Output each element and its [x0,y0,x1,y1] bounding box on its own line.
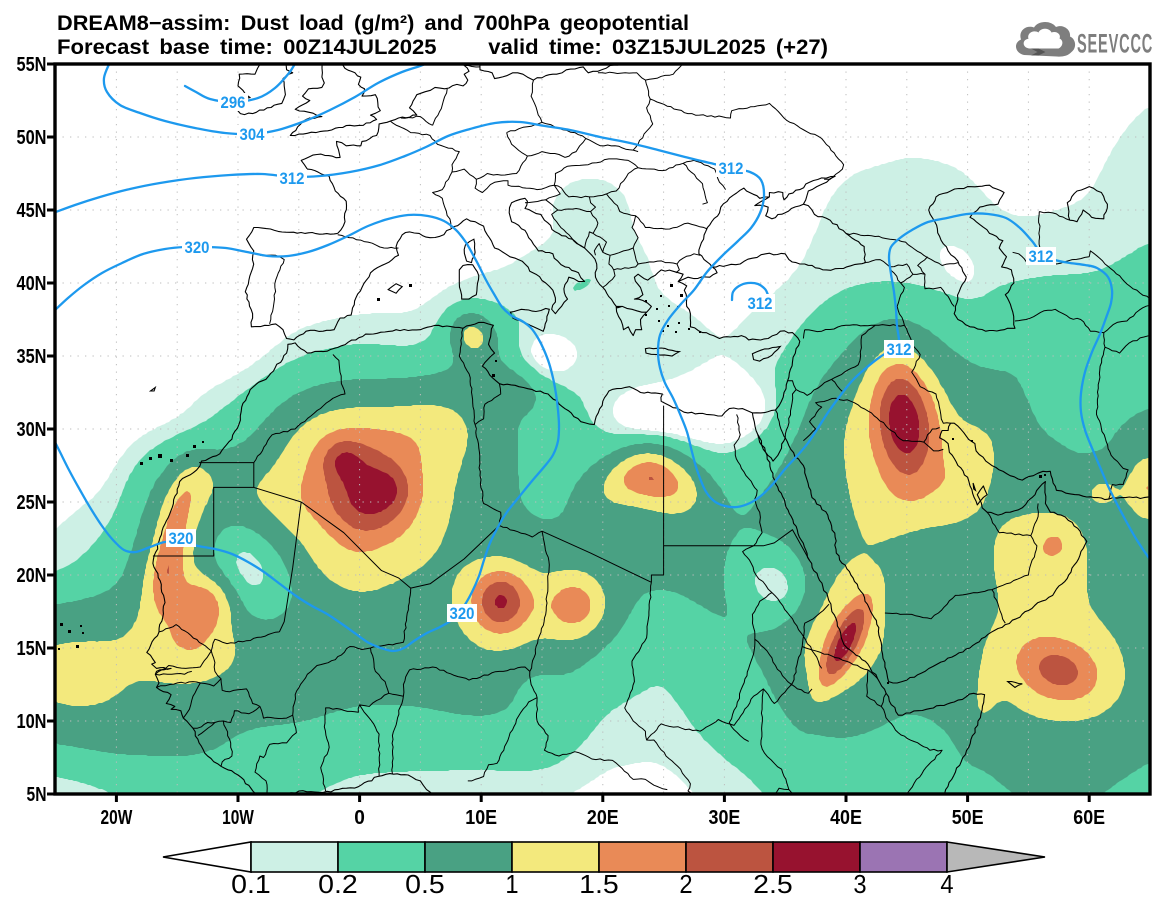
svg-text:304: 304 [240,126,266,144]
svg-text:20E: 20E [587,807,619,829]
svg-text:40N: 40N [17,273,47,295]
svg-text:0: 0 [354,807,365,829]
svg-text:0.2: 0.2 [318,869,358,899]
svg-text:320: 320 [169,530,194,548]
svg-text:DREAM8−assim: Dust load (g/m²): DREAM8−assim: Dust load (g/m²) and 700hP… [57,12,689,35]
svg-text:2.5: 2.5 [753,869,793,899]
svg-text:296: 296 [221,94,246,112]
svg-text:312: 312 [280,170,305,188]
svg-text:10W: 10W [222,807,254,829]
svg-text:25N: 25N [17,492,47,514]
svg-text:320: 320 [450,605,475,623]
svg-text:Forecast base time: 00Z14JUL20: Forecast base time: 00Z14JUL2025 valid t… [57,36,828,59]
svg-text:35N: 35N [17,346,47,368]
svg-text:30N: 30N [17,419,47,441]
svg-text:15N: 15N [17,638,47,660]
svg-text:10E: 10E [465,807,497,829]
svg-text:30E: 30E [709,807,741,829]
svg-text:20N: 20N [17,565,47,587]
svg-text:0.1: 0.1 [231,869,271,899]
svg-text:312: 312 [748,295,773,313]
svg-text:1.5: 1.5 [579,869,619,899]
svg-text:45N: 45N [17,200,47,222]
svg-text:0.5: 0.5 [405,869,445,899]
svg-text:40E: 40E [830,807,862,829]
svg-text:5N: 5N [27,784,47,806]
svg-text:50N: 50N [17,127,47,149]
svg-text:50E: 50E [952,807,984,829]
svg-text:312: 312 [1029,248,1054,266]
svg-text:SEEVCCC: SEEVCCC [1077,28,1153,59]
svg-text:3: 3 [853,869,866,899]
svg-text:320: 320 [185,239,210,257]
svg-text:20W: 20W [101,807,133,829]
svg-text:312: 312 [719,160,744,178]
svg-text:2: 2 [679,869,692,899]
svg-text:312: 312 [887,341,912,359]
svg-text:4: 4 [940,869,953,899]
svg-text:55N: 55N [17,54,47,76]
svg-text:10N: 10N [17,711,47,733]
svg-text:60E: 60E [1073,807,1105,829]
svg-text:1: 1 [505,869,518,899]
